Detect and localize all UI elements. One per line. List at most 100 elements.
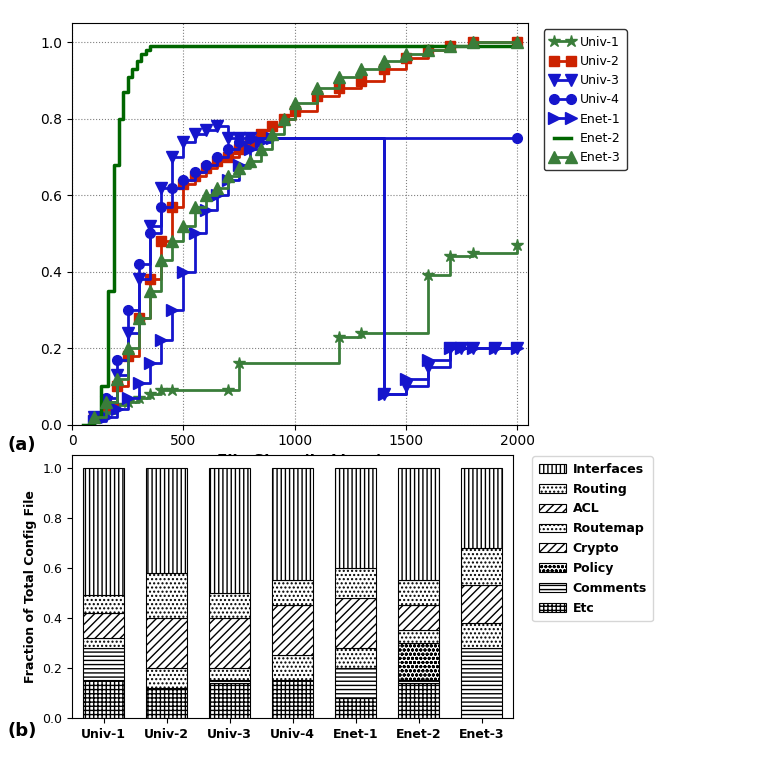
X-axis label: File Sizes (in Lines): File Sizes (in Lines) [217,454,383,469]
Enet-1 [90,416,99,425]
Univ-4 [123,305,132,314]
Univ-3 [201,126,211,135]
Bar [146,668,187,688]
Enet-2 [512,38,521,47]
Enet-1 [179,267,188,276]
Univ-3 [112,371,122,380]
Bar [398,581,439,605]
Univ-4 [190,168,199,177]
Enet-2 [145,42,154,51]
Enet-3 [401,49,410,59]
Univ-2 [135,313,144,322]
Univ-4 [245,134,255,143]
Enet-1 [245,144,255,154]
Univ-3 [135,275,144,284]
Univ-2 [123,351,132,361]
Legend: Interfaces, Routing, ACL, Routemap, Crypto, Policy, Comments, Etc: Interfaces, Routing, ACL, Routemap, Cryp… [533,456,653,621]
Line: Enet-3: Enet-3 [88,36,524,423]
Enet-3 [90,412,99,422]
Bar [84,648,124,680]
Univ-3 [157,183,166,192]
Univ-3 [223,134,233,143]
Univ-3 [123,328,132,337]
Univ-4 [101,393,110,402]
Text: (b): (b) [8,722,37,740]
Univ-4 [179,175,188,185]
Enet-3 [168,236,177,245]
Bar [84,595,124,613]
Univ-1 [223,385,233,394]
Enet-1 [457,344,466,353]
Univ-1 [145,389,154,398]
Enet-3 [190,202,199,212]
Enet-2 [110,160,119,169]
Bar [146,688,187,718]
Univ-2 [379,64,388,73]
Univ-1 [446,252,455,261]
Univ-4 [201,160,211,169]
Line: Univ-1: Univ-1 [88,239,524,423]
Line: Univ-4: Univ-4 [90,133,522,422]
Bar [398,683,439,718]
Bar [272,680,313,718]
Univ-3 [423,363,432,372]
Univ-2 [512,38,521,47]
Enet-3 [157,256,166,265]
Enet-2 [137,49,146,59]
Univ-3 [446,344,455,353]
Univ-2 [423,46,432,55]
Enet-1 [512,344,521,353]
Enet-1 [145,359,154,368]
Univ-2 [201,164,211,173]
Bar [398,631,439,643]
Enet-2 [123,72,132,81]
Univ-2 [101,401,110,410]
Bar [209,680,250,683]
Univ-2 [468,38,477,47]
Enet-3 [379,57,388,66]
Univ-4 [90,412,99,422]
Enet-3 [257,144,266,154]
Enet-3 [312,83,321,93]
Univ-1 [356,328,366,337]
Bar [209,683,250,718]
Univ-2 [290,107,299,116]
Univ-1 [157,385,166,394]
Univ-1 [135,393,144,402]
Bar [461,585,502,623]
Univ-2 [257,130,266,139]
Bar [335,568,376,598]
Univ-3 [457,344,466,353]
Univ-1 [101,408,110,418]
Bar [209,618,250,668]
Line: Univ-2: Univ-2 [90,37,522,422]
Univ-2 [312,91,321,100]
Bar [84,468,124,595]
Bar [84,680,124,718]
Bar [209,593,250,618]
Univ-1 [90,412,99,422]
Enet-1 [168,305,177,314]
Line: Enet-1: Enet-1 [89,132,523,426]
Enet-1 [123,393,132,402]
Univ-3 [490,344,499,353]
Univ-2 [212,156,221,165]
Bar [335,648,376,668]
Univ-3 [212,122,221,131]
Bar [272,468,313,581]
Univ-1 [123,397,132,406]
Enet-1 [235,160,244,169]
Univ-3 [468,344,477,353]
Bar [398,643,439,680]
Bar [146,468,187,573]
Enet-1 [112,405,122,414]
Enet-1 [135,378,144,388]
Enet-2 [90,412,99,422]
Univ-2 [90,412,99,422]
Enet-2 [119,87,128,96]
Enet-1 [379,389,388,398]
Univ-1 [112,401,122,410]
Enet-3 [512,38,521,47]
Univ-3 [512,344,521,353]
Y-axis label: Fraction of Total Config File: Fraction of Total Config File [24,490,37,683]
